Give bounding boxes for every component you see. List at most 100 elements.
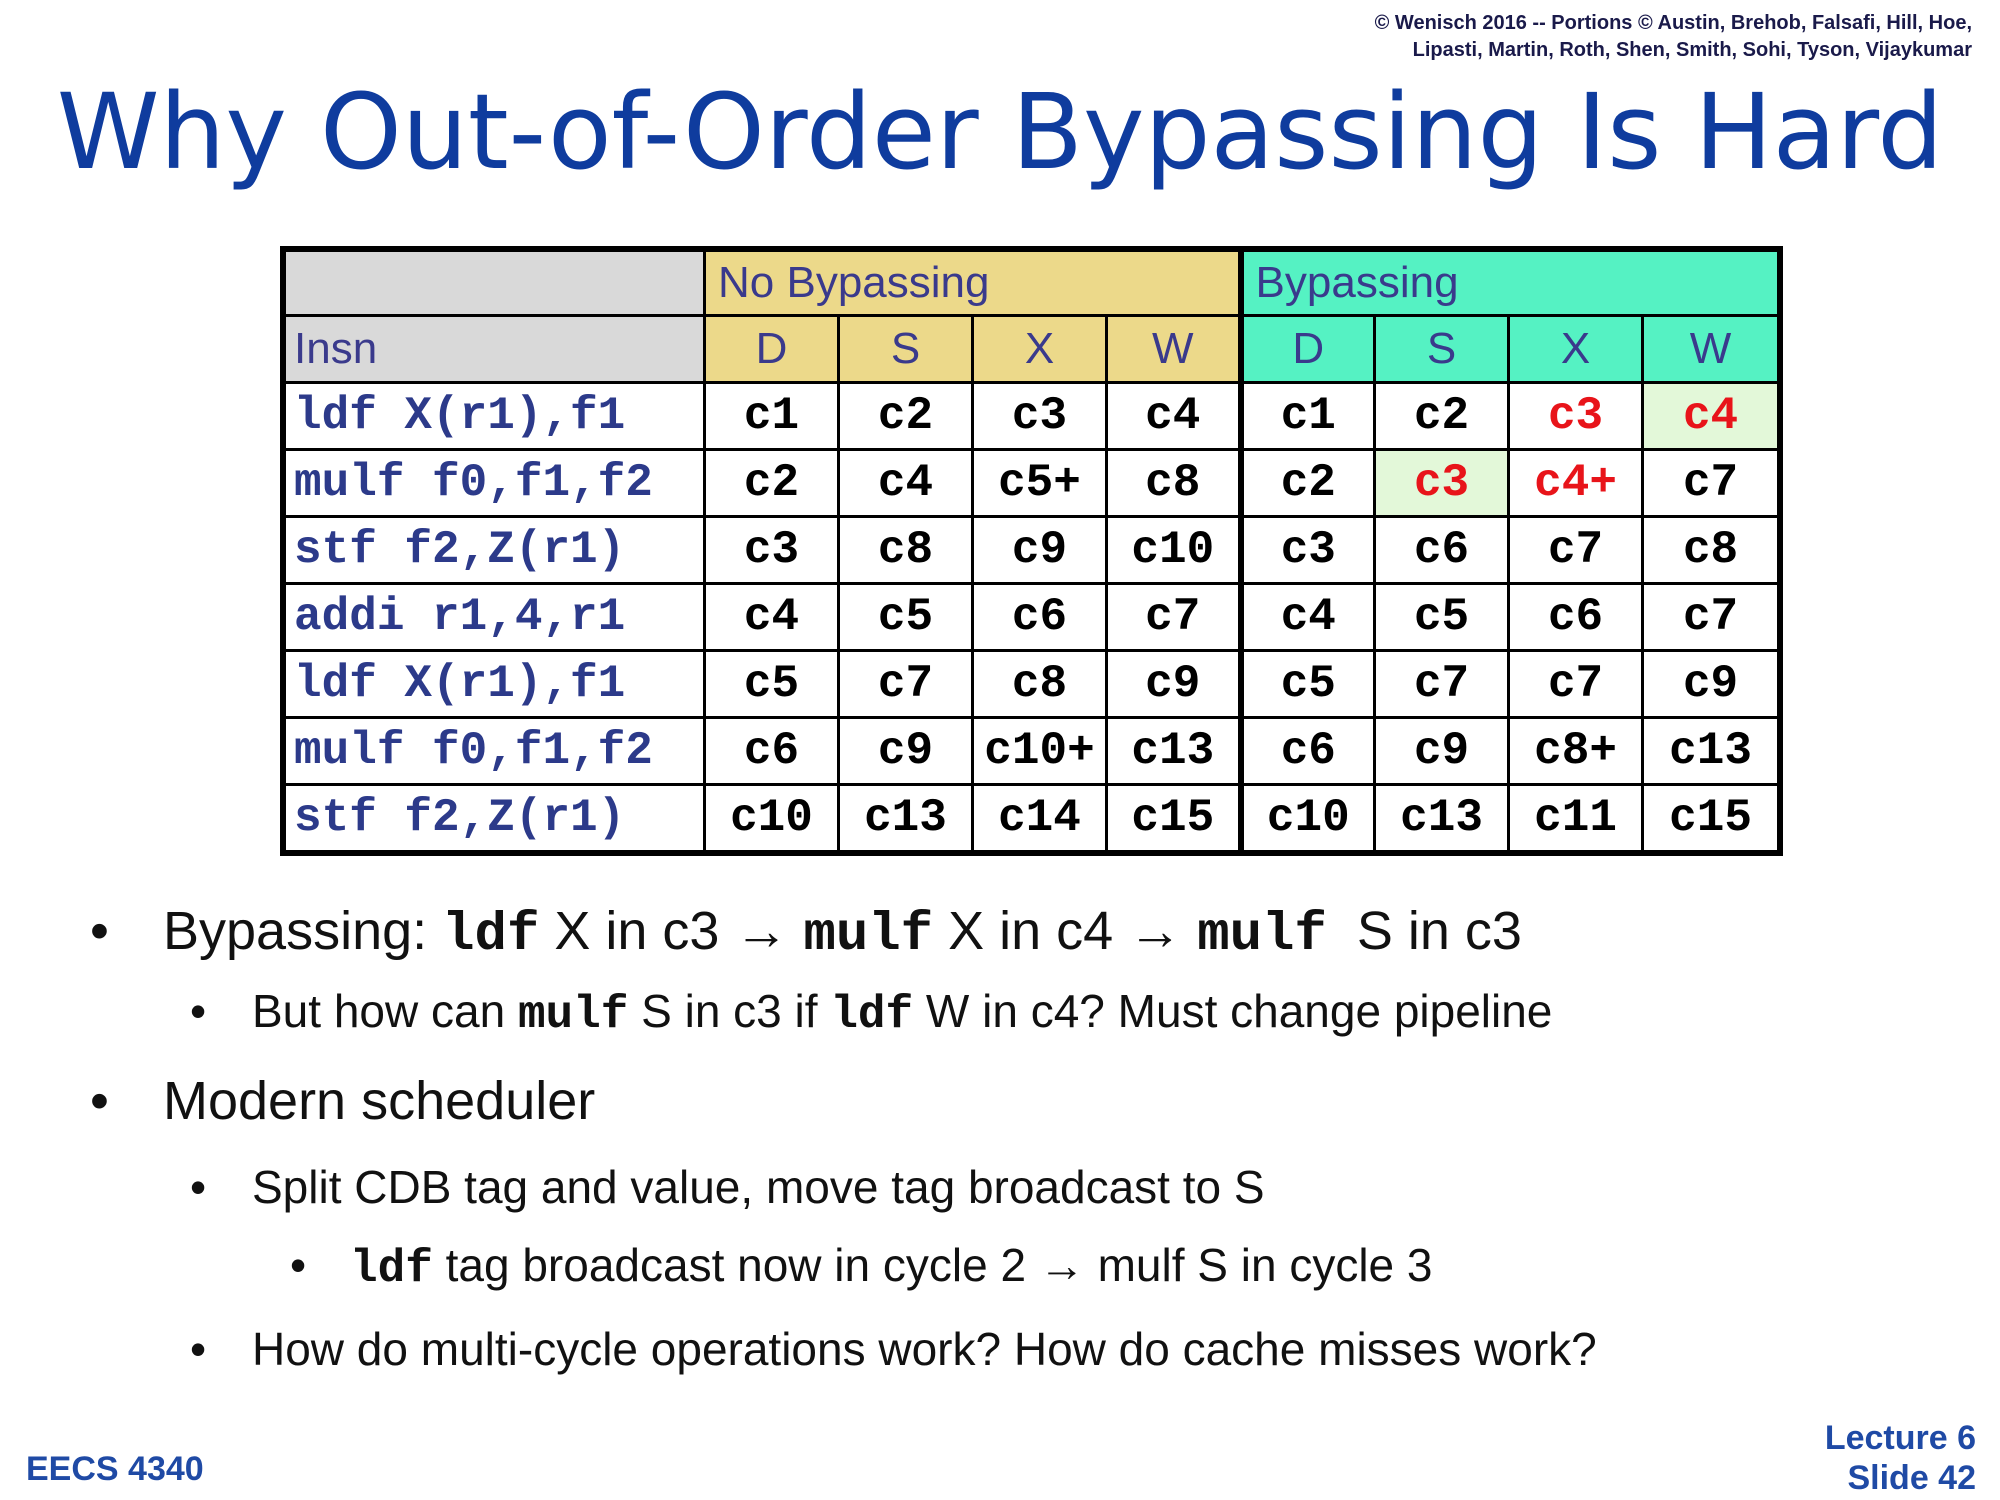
cycle-cell: c9 bbox=[971, 515, 1108, 585]
cycle-cell: c2 bbox=[703, 448, 840, 518]
course-label: EECS 4340 bbox=[26, 1450, 204, 1488]
cycle-cell: c14 bbox=[971, 783, 1108, 853]
cycle-cell: c4 bbox=[703, 582, 840, 652]
bullet-multicycle: How do multi-cycle operations work? How … bbox=[252, 1323, 1597, 1375]
schedule-table: No Bypassing Bypassing Insn D S X W D S … bbox=[279, 246, 1784, 856]
code-ldf: ldf bbox=[350, 1243, 433, 1295]
insn-cell: mulf f0,f1,f2 bbox=[283, 448, 706, 518]
stage-header: D bbox=[1237, 314, 1377, 384]
cycle-cell: c13 bbox=[1641, 716, 1781, 786]
stage-header: D bbox=[703, 314, 840, 384]
lecture-label: Lecture 6 bbox=[1824, 1419, 1976, 1457]
bullet-text: S in c3 bbox=[1326, 901, 1522, 961]
table-row: addi r1,4,r1 c4 c5 c6 c7 c4 c5 c6 c7 bbox=[283, 582, 1781, 652]
cycle-cell: c13 bbox=[1373, 783, 1511, 853]
bullet-dot: • bbox=[190, 985, 207, 1037]
stage-header: S bbox=[837, 314, 974, 384]
cycle-cell-highlighted: c4 bbox=[1641, 381, 1781, 451]
cycle-cell: c2 bbox=[1373, 381, 1511, 451]
cycle-cell: c6 bbox=[703, 716, 840, 786]
stage-header: S bbox=[1373, 314, 1511, 384]
cycle-cell: c9 bbox=[1104, 649, 1243, 719]
cycle-cell: c1 bbox=[1237, 381, 1377, 451]
bullet-dot: • bbox=[90, 901, 109, 961]
table-row: mulf f0,f1,f2 c2 c4 c5+ c8 c2 c3 c4+ c7 bbox=[283, 448, 1781, 518]
cycle-cell: c7 bbox=[1507, 649, 1645, 719]
cycle-cell: c7 bbox=[1104, 582, 1243, 652]
cycle-cell: c11 bbox=[1507, 783, 1645, 853]
stage-header: X bbox=[1507, 314, 1645, 384]
bullet-dot: • bbox=[190, 1323, 207, 1375]
copyright-line-1: © Wenisch 2016 -- Portions © Austin, Bre… bbox=[1374, 12, 1972, 34]
stage-header-row: Insn D S X W D S X W bbox=[283, 314, 1781, 384]
bullet-split-cdb: Split CDB tag and value, move tag broadc… bbox=[252, 1161, 1265, 1213]
cycle-cell: c2 bbox=[837, 381, 974, 451]
code-mulf: mulf bbox=[1197, 905, 1327, 966]
cycle-cell: c8 bbox=[971, 649, 1108, 719]
bullet-text: Bypassing: bbox=[163, 901, 443, 961]
code-ldf: ldf bbox=[830, 989, 914, 1041]
cycle-cell: c7 bbox=[837, 649, 974, 719]
cycle-cell: c6 bbox=[1373, 515, 1511, 585]
cycle-cell: c13 bbox=[837, 783, 974, 853]
bullet-dot: • bbox=[190, 1161, 207, 1213]
cycle-cell: c10+ bbox=[971, 716, 1108, 786]
insn-cell: ldf X(r1),f1 bbox=[283, 649, 706, 719]
bullet-pipeline-question: But how can mulf S in c3 if ldf W in c4?… bbox=[252, 984, 1552, 1041]
bullet-text: S in c3 if bbox=[628, 985, 831, 1037]
insn-cell: ldf X(r1),f1 bbox=[283, 381, 706, 451]
cycle-cell: c10 bbox=[1237, 783, 1377, 853]
cycle-cell: c9 bbox=[837, 716, 974, 786]
slide-title: Why Out-of-Order Bypassing Is Hard bbox=[56, 71, 1944, 193]
stage-header: W bbox=[1641, 314, 1781, 384]
cycle-cell: c7 bbox=[1641, 582, 1781, 652]
table-row: stf f2,Z(r1) c3 c8 c9 c10 c3 c6 c7 c8 bbox=[283, 515, 1781, 585]
stage-header: W bbox=[1104, 314, 1243, 384]
insn-cell: stf f2,Z(r1) bbox=[283, 515, 706, 585]
copyright-notice: © Wenisch 2016 -- Portions © Austin, Bre… bbox=[1375, 10, 1972, 64]
code-ldf: ldf bbox=[442, 905, 540, 966]
slide-info: Lecture 6 Slide 42 bbox=[1825, 1418, 1976, 1498]
bullet-dot: • bbox=[290, 1239, 307, 1291]
bullet-text: X in c3 → bbox=[539, 901, 804, 961]
insn-cell: mulf f0,f1,f2 bbox=[283, 716, 706, 786]
cycle-cell: c9 bbox=[1641, 649, 1781, 719]
table-row: ldf X(r1),f1 c5 c7 c8 c9 c5 c7 c7 c9 bbox=[283, 649, 1781, 719]
blank-corner-cell bbox=[283, 249, 706, 317]
group-header-row: No Bypassing Bypassing bbox=[283, 249, 1781, 317]
cycle-cell: c7 bbox=[1507, 515, 1645, 585]
group-bypassing: Bypassing bbox=[1237, 249, 1781, 317]
stage-header: X bbox=[971, 314, 1108, 384]
table-row: ldf X(r1),f1 c1 c2 c3 c4 c1 c2 c3 c4 bbox=[283, 381, 1781, 451]
cycle-cell: c6 bbox=[1507, 582, 1645, 652]
cycle-cell: c6 bbox=[1237, 716, 1377, 786]
cycle-cell: c13 bbox=[1104, 716, 1243, 786]
cycle-cell: c3 bbox=[971, 381, 1108, 451]
cycle-cell: c5+ bbox=[971, 448, 1108, 518]
cycle-cell: c6 bbox=[971, 582, 1108, 652]
slide-number: Slide 42 bbox=[1847, 1459, 1976, 1497]
bullet-text: tag broadcast now in cycle 2 → mulf S in… bbox=[432, 1239, 1433, 1291]
cycle-cell-highlighted: c3 bbox=[1373, 448, 1511, 518]
cycle-cell-highlighted: c4+ bbox=[1507, 448, 1645, 518]
cycle-cell: c15 bbox=[1641, 783, 1781, 853]
cycle-cell: c4 bbox=[837, 448, 974, 518]
insn-cell: stf f2,Z(r1) bbox=[283, 783, 706, 853]
cycle-cell: c15 bbox=[1104, 783, 1243, 853]
insn-cell: addi r1,4,r1 bbox=[283, 582, 706, 652]
bullet-text: W in c4? Must change pipeline bbox=[913, 985, 1553, 1037]
cycle-cell: c8 bbox=[1104, 448, 1243, 518]
cycle-cell: c8 bbox=[837, 515, 974, 585]
table-row: mulf f0,f1,f2 c6 c9 c10+ c13 c6 c9 c8+ c… bbox=[283, 716, 1781, 786]
copyright-line-2: Lipasti, Martin, Roth, Shen, Smith, Sohi… bbox=[1412, 39, 1972, 61]
bullet-tag-broadcast: ldf tag broadcast now in cycle 2 → mulf … bbox=[350, 1238, 1433, 1295]
cycle-cell: c5 bbox=[703, 649, 840, 719]
cycle-cell: c7 bbox=[1373, 649, 1511, 719]
cycle-cell: c9 bbox=[1373, 716, 1511, 786]
cycle-cell: c1 bbox=[703, 381, 840, 451]
cycle-cell-highlighted: c3 bbox=[1507, 381, 1645, 451]
bullet-dot: • bbox=[90, 1071, 109, 1131]
cycle-cell: c10 bbox=[1104, 515, 1243, 585]
cycle-cell: c2 bbox=[1237, 448, 1377, 518]
cycle-cell: c8+ bbox=[1507, 716, 1645, 786]
